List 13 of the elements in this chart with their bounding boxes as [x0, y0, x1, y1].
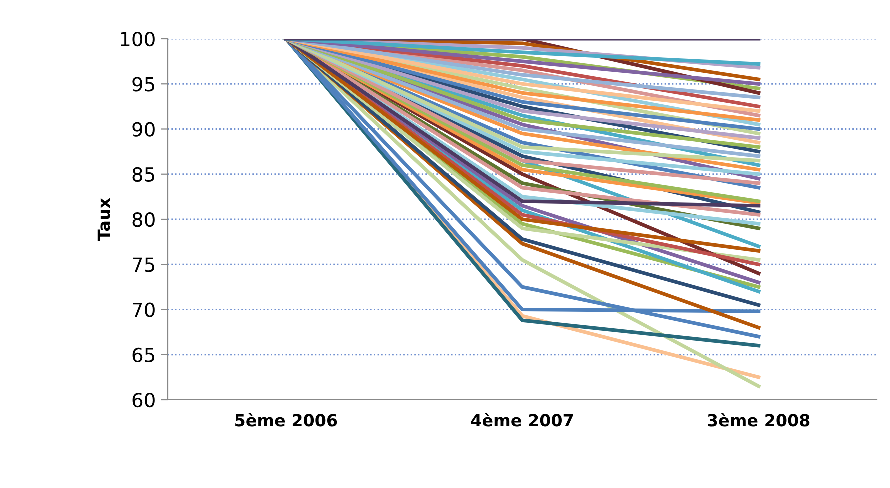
x-tick-label: 3ème 2008 — [708, 413, 810, 427]
y-tick-label: 65 — [132, 348, 154, 363]
y-tick-label: 60 — [132, 392, 155, 408]
x-tick-label: 5ème 2006 — [236, 413, 338, 427]
y-axis-title: Taux — [98, 198, 110, 241]
y-tick-label: 85 — [132, 167, 154, 182]
y-tick-label: 75 — [133, 258, 154, 272]
y-tick-label: 100 — [121, 32, 155, 47]
y-tick-label: 70 — [133, 302, 155, 318]
x-tick-label: 4ème 2007 — [471, 413, 574, 427]
y-tick-label: 90 — [132, 122, 155, 137]
y-tick-label: 80 — [132, 212, 155, 228]
y-tick-label: 95 — [132, 77, 154, 92]
